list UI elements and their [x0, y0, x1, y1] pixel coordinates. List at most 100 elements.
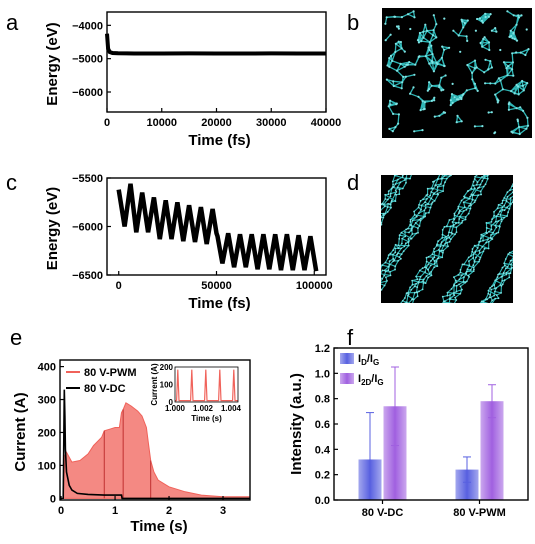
chain-atom [410, 224, 412, 227]
chain-atom [433, 200, 436, 202]
chain-atom [396, 175, 399, 176]
chain-atom [445, 225, 448, 228]
chain-atom [527, 308, 529, 310]
chain-atom [401, 237, 404, 240]
chain-atom [530, 287, 532, 289]
chain-atom [364, 295, 366, 297]
chain-atom [411, 283, 414, 286]
chain-atom [365, 310, 367, 312]
network-atom [493, 132, 496, 135]
chain-atom [398, 238, 401, 240]
chain-atom [470, 204, 472, 207]
chain-atom [448, 166, 450, 168]
chain-atom [514, 245, 516, 247]
chain-atom [501, 202, 504, 205]
y-tick-label: 400 [38, 362, 56, 374]
chain-atom [386, 280, 388, 282]
chain-atom [472, 266, 475, 269]
chain-atom [350, 271, 352, 273]
chain-atom [391, 180, 394, 183]
chain-atom [496, 207, 499, 210]
chain-atom [400, 309, 402, 311]
chain-atom [449, 171, 451, 173]
chain-atom [368, 304, 370, 306]
network-atom [459, 50, 462, 53]
chain-atom [455, 158, 457, 160]
chain-atom [360, 235, 362, 237]
network-atom [409, 27, 412, 31]
chain-atom [518, 173, 520, 175]
network-atom [397, 40, 400, 43]
chain-atom [529, 175, 531, 177]
inset-y-tick-label: 200 [160, 363, 174, 372]
network-atom [474, 29, 477, 32]
network-atom [474, 87, 477, 90]
chain-atom [372, 295, 374, 297]
chain-bands [342, 157, 535, 315]
chain-atom [514, 200, 516, 202]
network-atom [517, 125, 521, 129]
chain-atom [398, 312, 400, 314]
chain-atom [448, 157, 450, 159]
chain-atom [503, 197, 506, 199]
chain-atom [427, 203, 429, 205]
chain-atom [479, 302, 481, 303]
chain-atom [499, 159, 501, 161]
chain-atom [390, 206, 392, 209]
chain-atom [459, 271, 462, 274]
chain-atom [383, 269, 386, 272]
chain-atom [506, 191, 509, 194]
network-atom [389, 99, 392, 102]
chain-atom [481, 246, 484, 248]
chain-atom [526, 238, 528, 240]
chain-atom [407, 293, 410, 296]
chain-atom [411, 233, 414, 235]
chain-atom [422, 216, 425, 218]
network-atom [385, 16, 388, 19]
chain-atom [446, 291, 449, 294]
chain-atom [449, 297, 451, 300]
network-atom [489, 82, 492, 85]
y-axis-title-e: Current (A) [12, 392, 29, 471]
network-atom [460, 18, 463, 21]
chain-atom [474, 199, 477, 202]
network-atom [451, 101, 454, 104]
chain-atom [454, 233, 456, 236]
network-atom [483, 71, 486, 74]
network-atom [394, 42, 397, 45]
chain-bonds [514, 157, 535, 315]
chain-atom [516, 190, 518, 192]
x-tick-label: 0 [116, 280, 122, 292]
network-atom [525, 28, 528, 31]
chain-atom [514, 185, 516, 187]
chain-atom [406, 159, 408, 161]
chain-atom [480, 300, 483, 303]
chain-atom [396, 308, 398, 310]
network-atom [449, 99, 452, 102]
chain-atom [358, 250, 360, 252]
chain-atom [481, 180, 484, 182]
chain-atom [395, 193, 398, 196]
chain-atom [447, 163, 449, 165]
network-atom [510, 130, 513, 133]
network-atom [487, 15, 490, 18]
network-atom [466, 63, 469, 67]
chain-atom [375, 216, 377, 218]
chain-atom [464, 216, 467, 218]
chain-atom [412, 226, 414, 228]
chain-atom [463, 276, 465, 278]
chain-atom [490, 173, 492, 175]
network-atom [521, 84, 525, 87]
network-atom [395, 69, 399, 72]
chain-atom [342, 266, 344, 268]
chain-atom [440, 249, 443, 252]
chain-atom [489, 296, 492, 299]
network-atom [452, 29, 455, 32]
chain-atom [381, 288, 383, 291]
chain-atom [515, 256, 517, 258]
chain-atom [425, 275, 428, 277]
network-atom [515, 23, 518, 26]
chain-atom [448, 240, 451, 243]
chain-atom [494, 297, 497, 300]
chain-atom [387, 254, 390, 256]
